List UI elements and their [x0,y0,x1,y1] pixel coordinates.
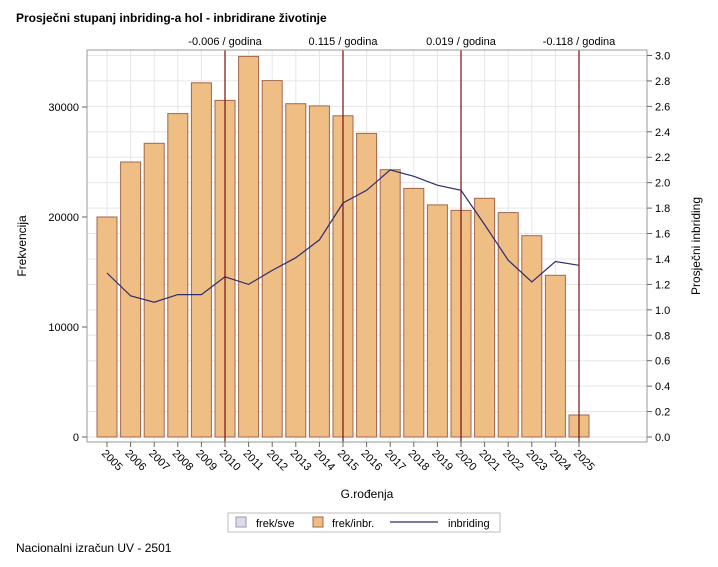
legend-label-inbriding: inbriding [448,518,490,530]
x-tick-label: 2006 [122,448,148,474]
bar [379,169,401,438]
y-axis-title: Frekvencija [15,215,29,277]
x-tick-label: 2020 [453,448,479,474]
legend-label-frek-sve: frek/sve [256,518,295,530]
x-tick-label: 2014 [311,448,337,474]
y2-tick-label: 1.4 [655,254,670,266]
bar [497,212,519,438]
bar [521,235,543,438]
legend-label-frek-inbr: frek/inbr. [332,518,374,530]
x-tick-label: 2021 [476,448,502,474]
x-tick-label: 2005 [99,448,125,474]
bar [238,55,260,438]
chart-title: Prosječni stupanj inbriding-a hol - inbr… [16,11,327,25]
y2-tick-label: 2.8 [655,76,670,88]
y2-tick-label: 1.0 [655,305,670,317]
x-tick-label: 2025 [571,448,597,474]
y2-tick-label: 2.6 [655,101,670,113]
y2-tick-label: 0.2 [655,407,670,419]
bar [285,103,307,438]
x-tick-label: 2018 [406,448,432,474]
bar [544,274,566,438]
x-tick-label: 2019 [429,448,455,474]
bar [190,82,212,438]
y2-tick-label: 2.4 [655,127,670,139]
reference-label: 0.115 / godina [309,36,379,48]
bar [474,197,496,438]
x-tick-label: 2022 [500,448,526,474]
y2-tick-label: 1.6 [655,229,670,241]
y2-tick-label: 0.0 [655,432,670,444]
legend-swatch-frek-sve [235,516,247,528]
x-tick-label: 2024 [547,448,573,474]
legend-frame [227,512,501,533]
x-tick-label: 2008 [170,448,196,474]
reference-label: 0.019 / godina [426,36,497,48]
x-tick-label: 2012 [264,448,290,474]
bar [426,204,448,438]
y2-tick-label: 0.6 [655,356,670,368]
bar [308,105,330,438]
x-tick-label: 2017 [382,448,408,474]
y2-axis-title: Prosječni inbriding [689,197,703,295]
bars-layer [96,55,590,438]
y2-tick-label: 3.0 [655,51,670,63]
x-tick-label: 2009 [193,448,219,474]
reference-label: -0.118 / godina [543,36,616,48]
bar [96,216,118,438]
x-tick-label: 2007 [146,448,172,474]
bar [403,187,425,438]
y-tick-label: 30000 [48,102,79,114]
y-tick-label: 20000 [48,212,79,224]
y2-tick-label: 0.4 [655,381,670,393]
x-tick-label: 2011 [240,448,265,473]
y2-tick-label: 1.8 [655,203,670,215]
y-tick-label: 0 [73,432,79,444]
bar [261,80,283,438]
footer-note: Nacionalni izračun UV - 2501 [16,541,172,555]
x-tick-label: 2015 [335,448,361,474]
legend: frek/sve frek/inbr. inbriding [227,512,501,533]
bar [120,161,142,438]
y2-tick-label: 0.8 [655,330,670,342]
y-tick-label: 10000 [48,322,79,334]
bar [356,132,378,438]
legend-swatch-frek-inbr [312,516,324,528]
x-tick-label: 2013 [288,448,314,474]
y2-tick-label: 1.2 [655,279,670,291]
bar [167,113,189,438]
x-tick-label: 2010 [217,448,243,474]
x-axis-title: G.rođenja [341,487,394,501]
reference-label: -0.006 / godina [188,36,262,48]
x-tick-label: 2023 [524,448,550,474]
y2-tick-label: 2.0 [655,178,670,190]
reference-lines: -0.006 / godina 0.115 / godina 0.019 / god… [188,36,616,442]
x-tick-label: 2016 [358,448,384,474]
y2-tick-label: 2.2 [655,152,670,164]
bar [143,142,165,438]
